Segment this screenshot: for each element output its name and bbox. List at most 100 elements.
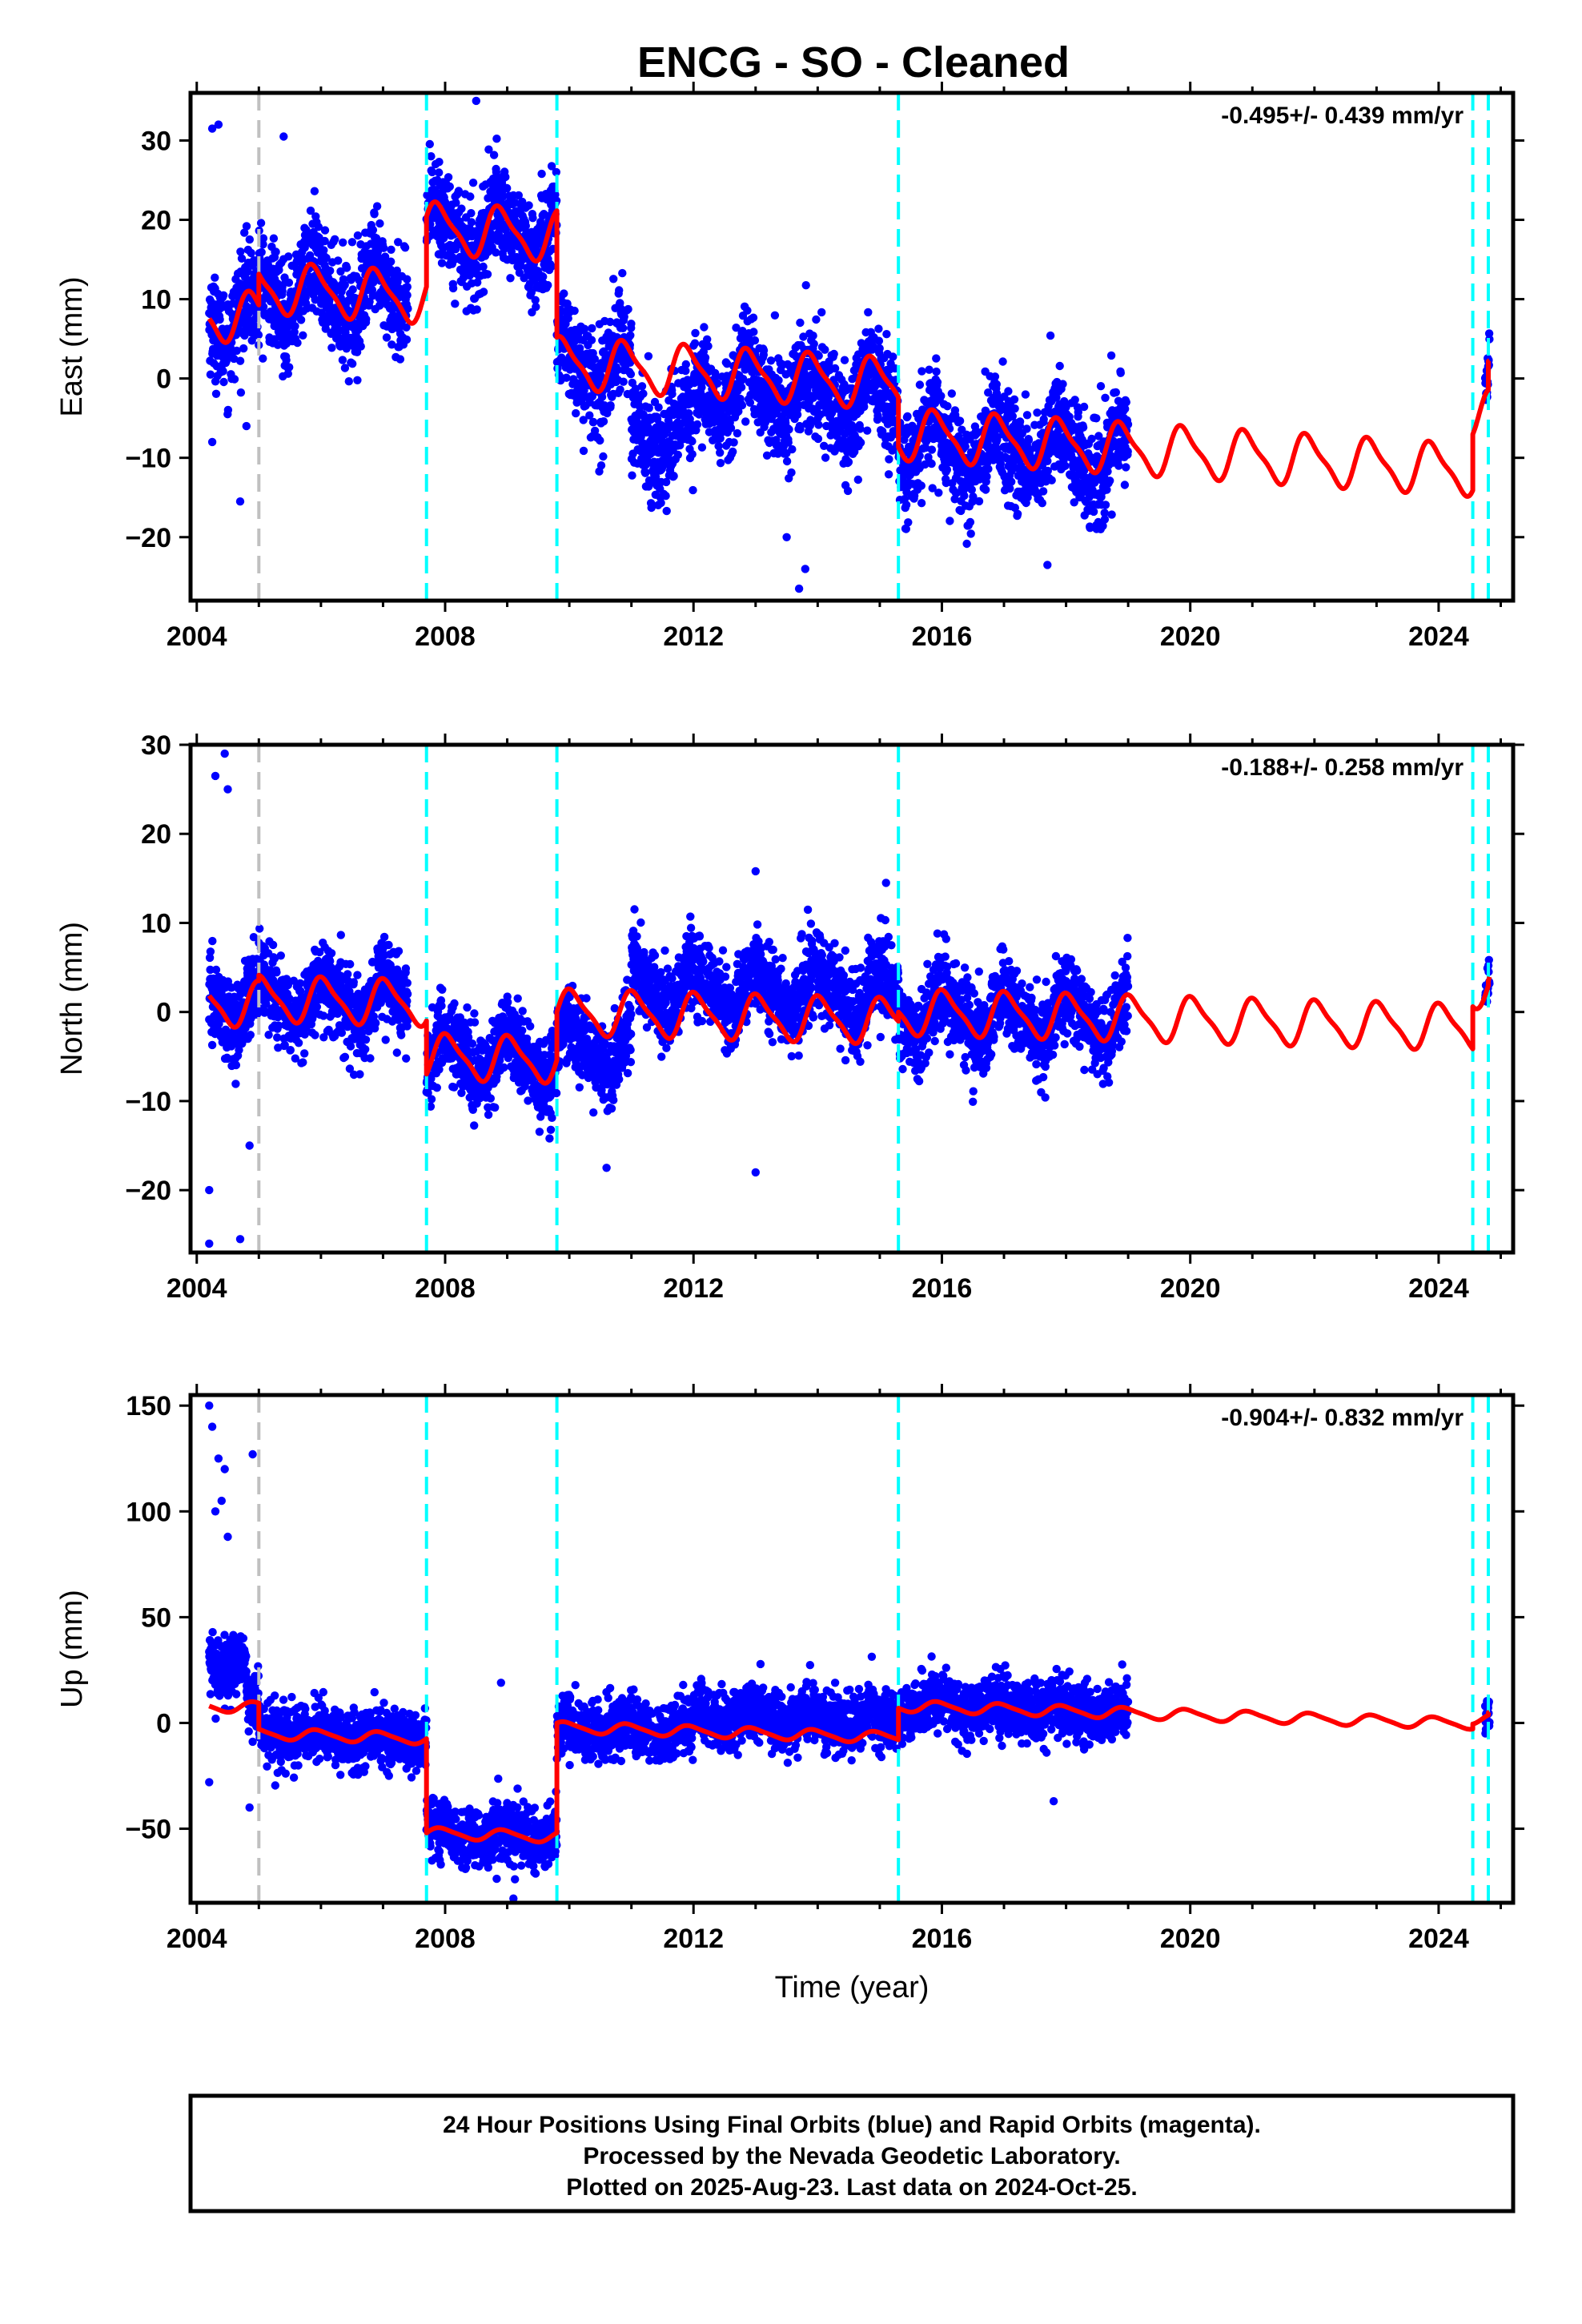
data-point bbox=[552, 167, 560, 177]
data-point bbox=[587, 336, 596, 344]
data-point bbox=[626, 331, 635, 340]
data-point bbox=[1101, 393, 1110, 402]
data-point bbox=[697, 383, 706, 392]
data-point bbox=[990, 372, 1000, 381]
data-point bbox=[651, 472, 661, 481]
data-point bbox=[743, 306, 752, 315]
data-point bbox=[713, 379, 722, 388]
data-point bbox=[382, 333, 391, 342]
data-point bbox=[886, 433, 896, 442]
data-point bbox=[1038, 499, 1047, 508]
data-point bbox=[1070, 396, 1079, 404]
data-point bbox=[741, 417, 750, 426]
data-point bbox=[286, 1046, 295, 1055]
data-point bbox=[864, 308, 873, 317]
x-tick-label: 2016 bbox=[912, 621, 973, 652]
data-point bbox=[311, 1031, 319, 1039]
data-point bbox=[435, 168, 444, 177]
x-tick-label: 2008 bbox=[415, 621, 476, 652]
data-point bbox=[336, 931, 345, 939]
data-point bbox=[560, 289, 568, 298]
data-point bbox=[704, 342, 713, 351]
data-point bbox=[269, 234, 279, 243]
data-point bbox=[239, 344, 248, 353]
data-point bbox=[966, 529, 975, 538]
data-point bbox=[635, 402, 644, 411]
x-tick-label: 2004 bbox=[167, 621, 227, 652]
data-point bbox=[544, 280, 552, 290]
data-point bbox=[1021, 390, 1030, 399]
y-tick-label: 10 bbox=[141, 285, 171, 316]
data-point bbox=[637, 382, 647, 391]
y-axis-label: East (mm) bbox=[55, 276, 89, 416]
data-point bbox=[348, 285, 357, 294]
data-point bbox=[299, 1058, 307, 1067]
data-point bbox=[1061, 461, 1070, 470]
data-point bbox=[457, 204, 466, 213]
data-point bbox=[640, 468, 650, 477]
outlier-point bbox=[242, 421, 251, 431]
data-point bbox=[1024, 436, 1034, 444]
data-point bbox=[932, 367, 941, 376]
data-point bbox=[618, 268, 627, 278]
data-point bbox=[984, 464, 993, 473]
x-tick-label: 2012 bbox=[663, 621, 724, 652]
data-point bbox=[943, 402, 952, 411]
data-point bbox=[628, 471, 636, 480]
data-point bbox=[821, 345, 829, 354]
data-point bbox=[759, 346, 769, 355]
outlier-point bbox=[1043, 561, 1052, 569]
data-point bbox=[597, 392, 607, 401]
data-point bbox=[516, 261, 525, 270]
data-point bbox=[232, 346, 241, 356]
data-point bbox=[466, 192, 475, 201]
data-point bbox=[528, 214, 537, 223]
data-point bbox=[338, 356, 347, 364]
data-point bbox=[761, 418, 770, 427]
data-point bbox=[615, 286, 624, 295]
data-point bbox=[661, 492, 670, 501]
data-point bbox=[276, 951, 285, 960]
data-point bbox=[661, 477, 671, 487]
data-point bbox=[788, 444, 797, 454]
data-point bbox=[1046, 331, 1055, 340]
data-point bbox=[1039, 415, 1048, 424]
data-point bbox=[937, 392, 946, 400]
data-point bbox=[242, 222, 251, 231]
data-point bbox=[467, 218, 476, 227]
outlier-point bbox=[794, 584, 804, 593]
data-point bbox=[1114, 461, 1123, 470]
data-point bbox=[361, 1035, 371, 1044]
data-point bbox=[644, 352, 653, 360]
data-point bbox=[688, 450, 697, 459]
data-point bbox=[322, 253, 331, 263]
data-point bbox=[296, 316, 306, 324]
outlier-point bbox=[782, 533, 791, 541]
y-tick-label: −10 bbox=[125, 444, 171, 474]
data-point bbox=[657, 420, 666, 430]
data-point bbox=[514, 191, 523, 200]
data-point bbox=[235, 356, 245, 365]
data-point bbox=[219, 367, 227, 376]
data-point bbox=[703, 335, 712, 344]
data-point bbox=[331, 235, 339, 243]
data-point bbox=[284, 278, 294, 287]
outlier-point bbox=[214, 120, 223, 129]
data-point bbox=[662, 506, 671, 516]
data-point bbox=[402, 335, 412, 344]
data-point bbox=[830, 364, 840, 373]
data-point bbox=[874, 336, 884, 345]
data-point bbox=[1122, 398, 1131, 407]
data-point bbox=[606, 401, 615, 410]
y-tick-label: −20 bbox=[125, 523, 171, 553]
data-point bbox=[230, 291, 239, 300]
data-point bbox=[689, 485, 697, 495]
data-point bbox=[257, 247, 266, 257]
data-point bbox=[875, 344, 884, 353]
outlier-point bbox=[235, 497, 245, 506]
data-point bbox=[1089, 507, 1098, 517]
velocity-rate-label: -0.495+/- 0.439 mm/yr bbox=[1221, 103, 1464, 129]
data-point bbox=[498, 192, 508, 201]
data-point bbox=[917, 481, 926, 490]
data-point bbox=[306, 206, 315, 215]
